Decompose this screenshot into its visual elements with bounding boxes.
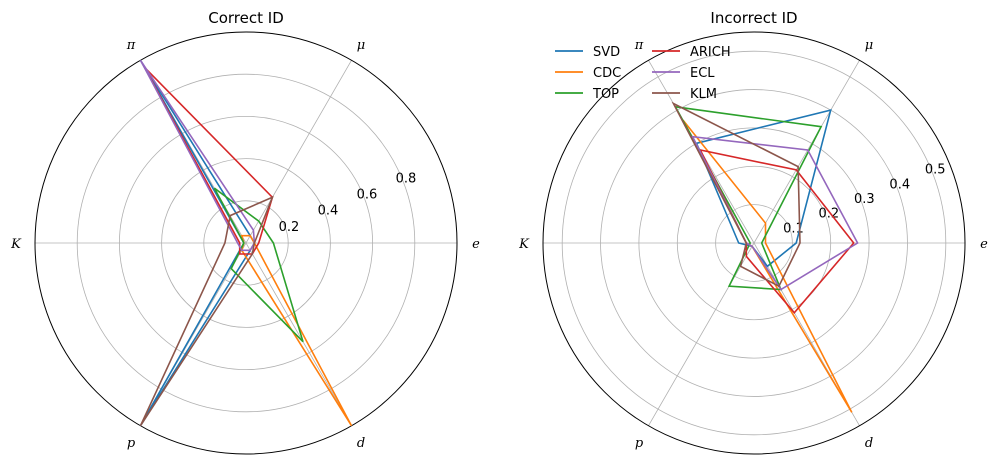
legend-label-cdc: CDC: [593, 66, 621, 81]
axis-label-K: K: [10, 237, 22, 252]
radial-tick-label: 0.4: [889, 177, 910, 192]
series-line-klm: [139, 195, 274, 427]
axis-label-K: K: [518, 237, 530, 252]
axis-label-μ: μ: [865, 38, 873, 53]
legend-label-svd: SVD: [593, 45, 620, 60]
radial-tick-label: 0.5: [925, 163, 946, 178]
legend-label-klm: KLM: [690, 87, 717, 102]
spoke-line: [245, 60, 352, 244]
chart-title: Correct ID: [208, 9, 284, 27]
axis-label-π: π: [634, 38, 644, 53]
series-line-klm: [671, 101, 801, 288]
spoke-line: [648, 242, 755, 426]
axis-label-μ: μ: [357, 38, 365, 53]
axis-label-π: π: [126, 38, 136, 53]
radial-tick-label: 0.8: [396, 171, 417, 186]
outer-frame: [34, 31, 458, 455]
series-line-ecl: [139, 59, 256, 252]
legend-label-ecl: ECL: [690, 66, 715, 81]
radial-tick-label: 0.6: [357, 188, 378, 203]
radial-tick-label: 0.2: [279, 220, 300, 235]
legend-label-arich: ARICH: [690, 45, 731, 60]
axis-label-p: p: [635, 436, 644, 451]
legend-label-top: TOP: [592, 87, 619, 102]
axis-label-e: e: [472, 237, 480, 252]
chart-title: Incorrect ID: [710, 9, 797, 27]
radial-tick-label: 0.3: [854, 192, 875, 207]
spoke-line: [753, 60, 860, 244]
radial-tick-label: 0.4: [318, 204, 339, 219]
outer-frame: [542, 31, 966, 455]
axis-label-d: d: [357, 436, 365, 451]
axis-label-e: e: [980, 237, 988, 252]
series-line-svd: [695, 109, 832, 268]
legend: SVD CDC TOP ARICH ECL KLM: [555, 45, 731, 102]
series-line-top: [213, 187, 304, 343]
radar-panel-correct-id: Correct ID 0.2 0.4 0.6 0.8 e μ π Kp d: [10, 9, 480, 455]
axis-label-p: p: [127, 436, 136, 451]
axis-label-d: d: [865, 436, 873, 451]
spoke-line: [245, 242, 352, 426]
